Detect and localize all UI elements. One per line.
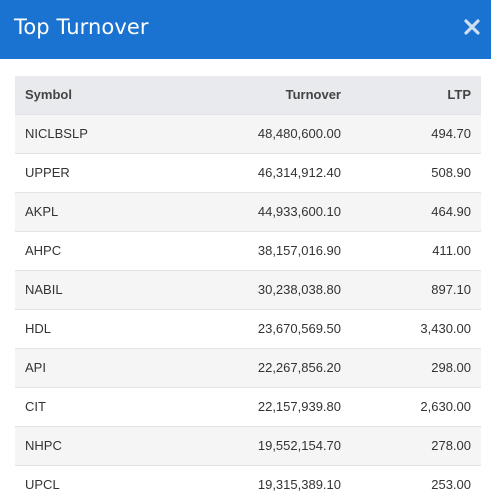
cell-ltp: 411.00 (432, 243, 471, 258)
cell-symbol: HDL (25, 321, 52, 336)
table-row[interactable]: UPPER 46,314,912.40 508.90 (15, 153, 481, 192)
cell-turnover: 19,315,389.10 (257, 477, 341, 493)
cell-ltp: 464.90 (431, 204, 471, 219)
cell-symbol: API (25, 360, 46, 375)
cell-symbol: NHPC (25, 438, 62, 453)
table-row[interactable]: AKPL 44,933,600.10 464.90 (15, 192, 481, 231)
cell-ltp: 298.00 (431, 360, 471, 375)
cell-symbol: UPCL (25, 477, 60, 493)
cell-ltp: 508.90 (431, 165, 471, 180)
cell-symbol: UPPER (25, 165, 70, 180)
table-row[interactable]: UPCL 19,315,389.10 253.00 (15, 465, 481, 504)
cell-turnover: 46,314,912.40 (257, 165, 341, 180)
table-row[interactable]: CIT 22,157,939.80 2,630.00 (15, 387, 481, 426)
cell-turnover: 22,157,939.80 (257, 399, 341, 414)
cell-turnover: 30,238,038.80 (257, 282, 341, 297)
cell-turnover: 22,267,856.20 (257, 360, 341, 375)
cell-ltp: 3,430.00 (420, 321, 471, 336)
modal-title: Top Turnover (14, 15, 149, 39)
turnover-table: Symbol Turnover LTP NICLBSLP 48,480,600.… (15, 76, 481, 504)
cell-turnover: 48,480,600.00 (257, 126, 341, 141)
cell-turnover: 23,670,569.50 (257, 321, 341, 336)
column-header-symbol[interactable]: Symbol (25, 87, 72, 103)
table-row[interactable]: NABIL 30,238,038.80 897.10 (15, 270, 481, 309)
cell-ltp: 494.70 (431, 126, 471, 141)
cell-turnover: 44,933,600.10 (257, 204, 341, 219)
cell-ltp: 2,630.00 (420, 399, 471, 414)
cell-symbol: AHPC (25, 243, 62, 258)
table-header-row: Symbol Turnover LTP (15, 76, 481, 114)
modal-header: Top Turnover (0, 0, 491, 59)
cell-symbol: CIT (25, 399, 46, 414)
close-icon[interactable] (463, 18, 481, 36)
cell-turnover: 38,157,016.90 (257, 243, 341, 258)
cell-symbol: NABIL (25, 282, 63, 297)
cell-ltp: 278.00 (431, 438, 471, 453)
cell-ltp: 253.00 (431, 477, 471, 493)
cell-symbol: AKPL (25, 204, 59, 219)
table-row[interactable]: API 22,267,856.20 298.00 (15, 348, 481, 387)
turnover-table-container: Symbol Turnover LTP NICLBSLP 48,480,600.… (15, 76, 481, 504)
cell-symbol: NICLBSLP (25, 126, 88, 141)
table-row[interactable]: NHPC 19,552,154.70 278.00 (15, 426, 481, 465)
table-row[interactable]: AHPC 38,157,016.90 411.00 (15, 231, 481, 270)
column-header-turnover[interactable]: Turnover (285, 87, 341, 103)
cell-turnover: 19,552,154.70 (257, 438, 341, 453)
table-row[interactable]: HDL 23,670,569.50 3,430.00 (15, 309, 481, 348)
cell-ltp: 897.10 (431, 282, 471, 297)
column-header-ltp[interactable]: LTP (447, 87, 471, 103)
table-row[interactable]: NICLBSLP 48,480,600.00 494.70 (15, 114, 481, 153)
